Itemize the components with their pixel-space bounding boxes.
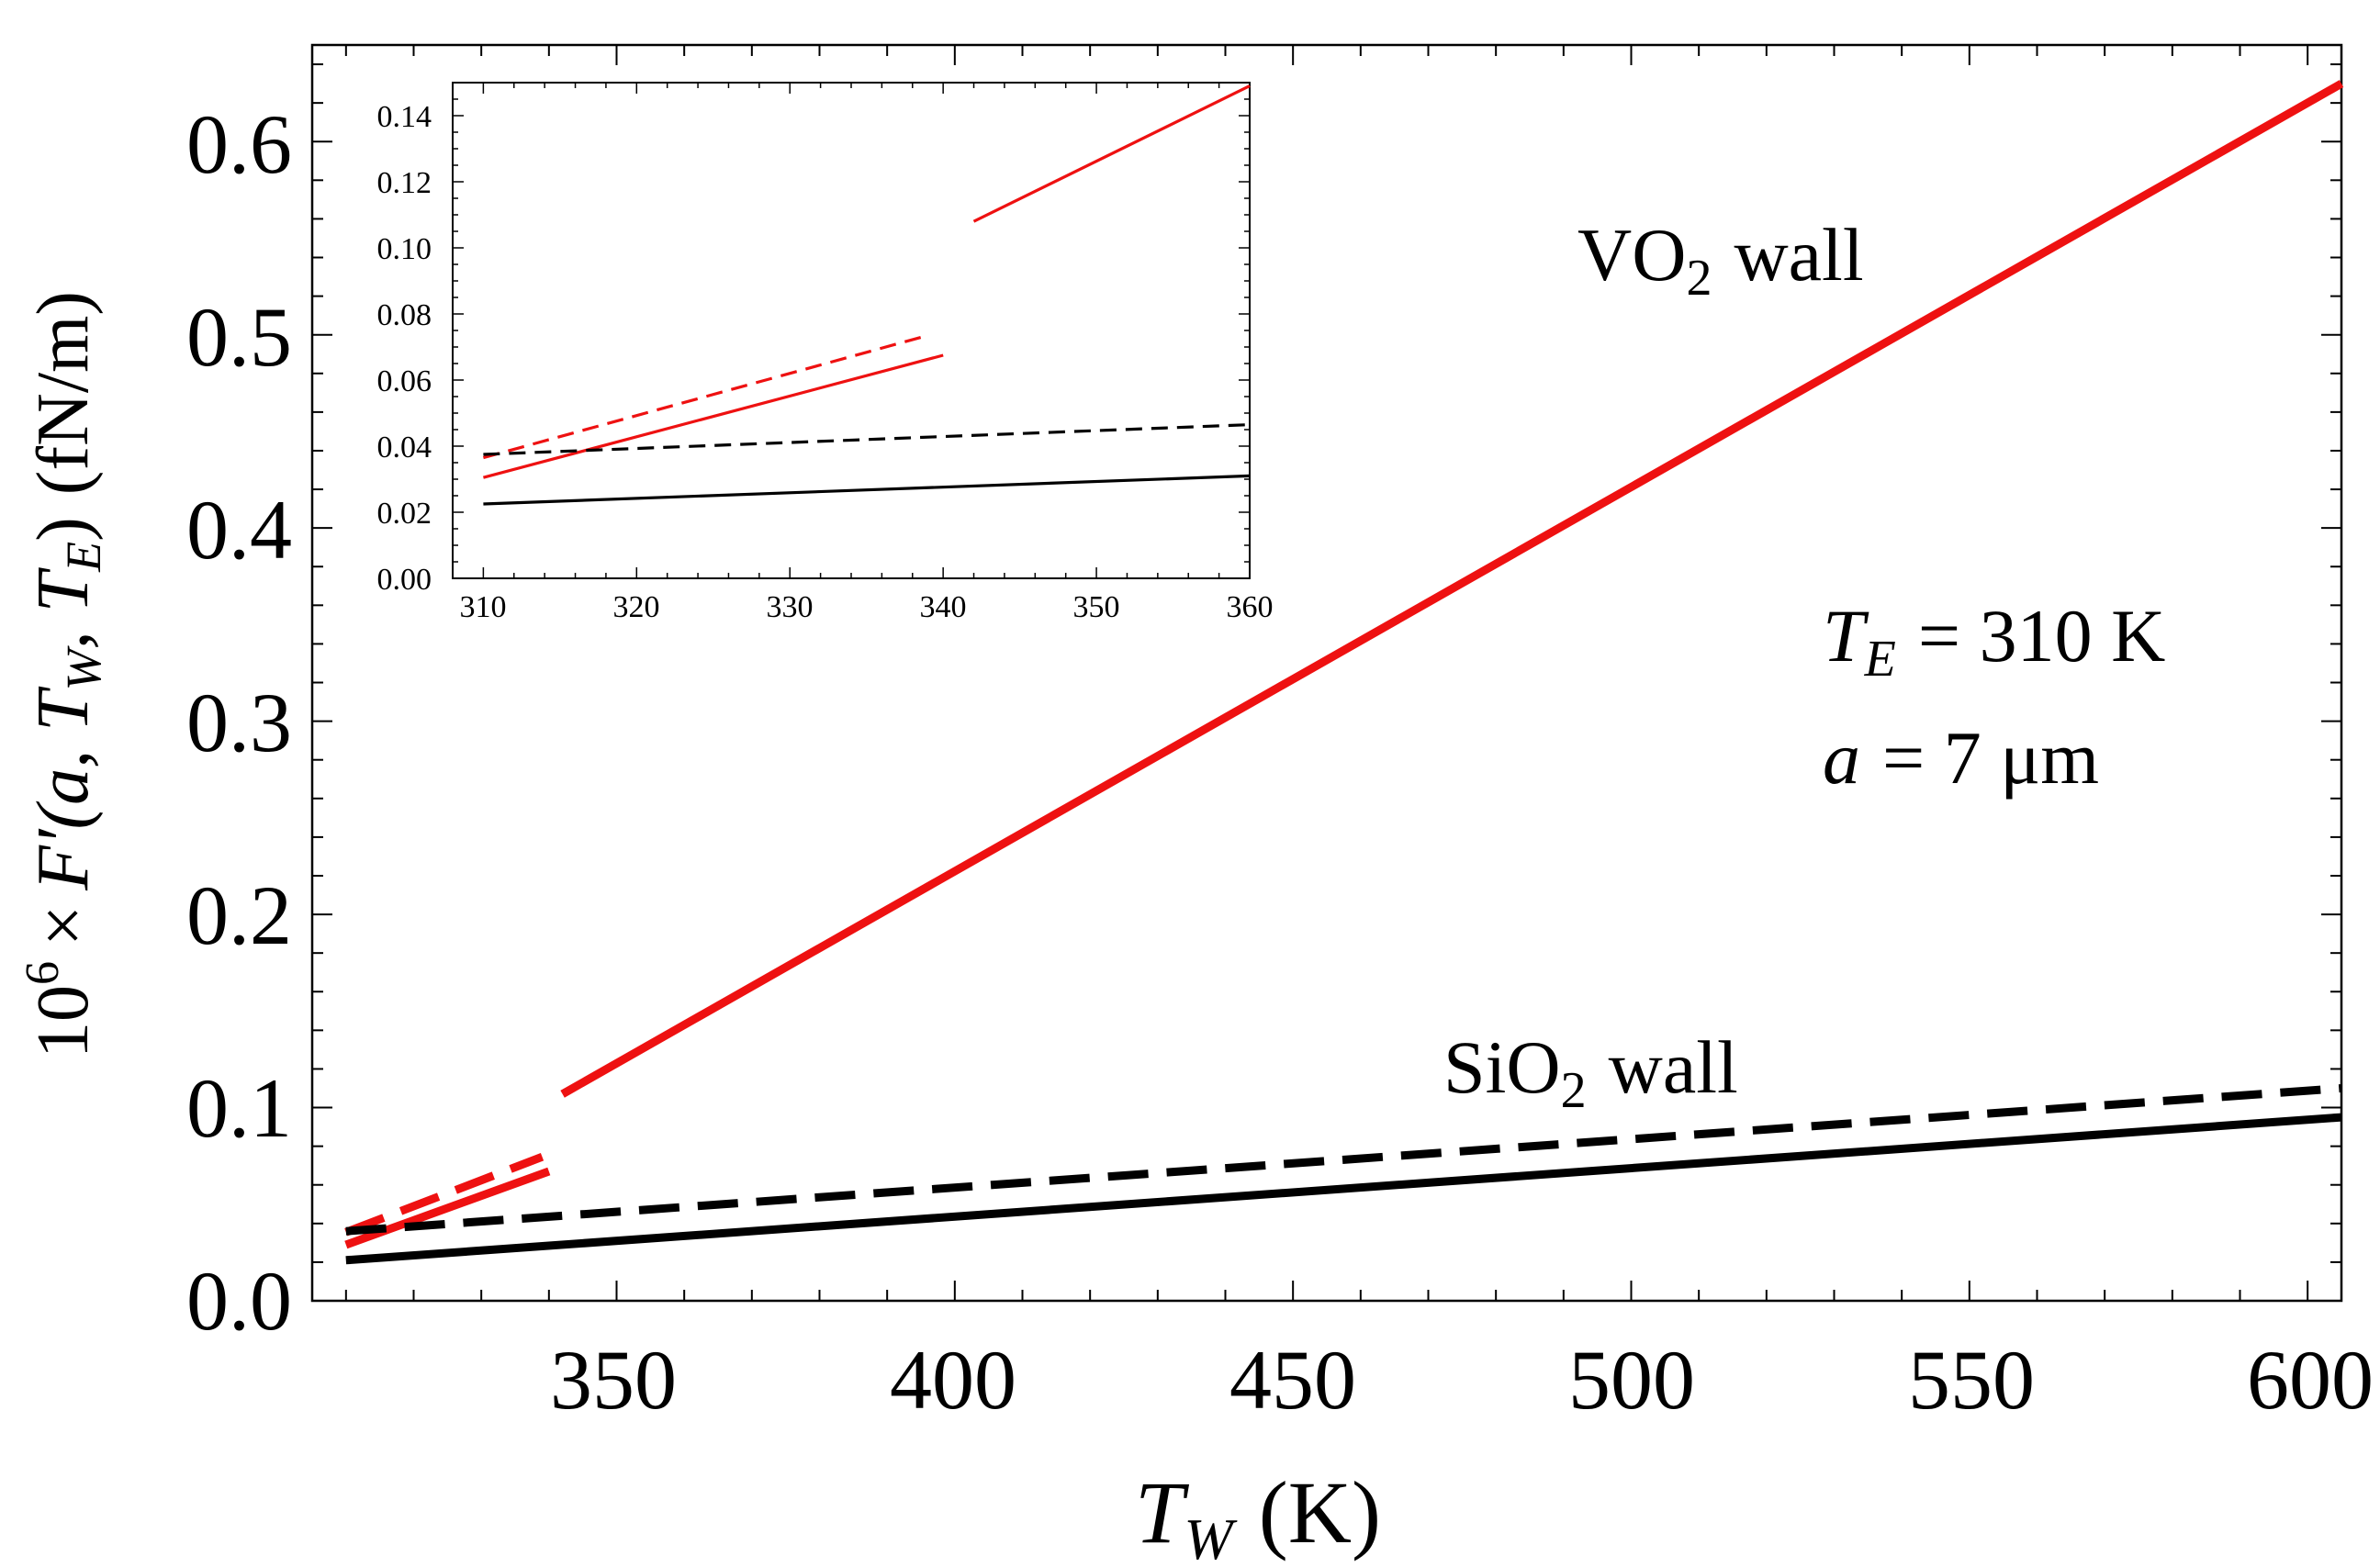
annotation-sio2-wall: SiO2 wall: [1443, 1025, 1738, 1119]
main-series: [344, 80, 2344, 1265]
annotation-te: TE = 310 K: [1823, 594, 2165, 688]
x-axis-label-var: T: [1135, 1463, 1190, 1561]
inset-x-tick-label: 350: [1073, 590, 1120, 624]
annotation-a: a = 7 μm: [1823, 716, 2099, 800]
y-axis-label: 106 × F′(a, TW, TE) (fN/m): [17, 291, 111, 1058]
y-tick-label: 0.3: [186, 676, 292, 769]
main-plot-frame: [310, 43, 2343, 1303]
y-axis-label-args-close: ): [23, 517, 104, 542]
inset-x-tick-label: 340: [920, 590, 967, 624]
x-axis-label-sub: W: [1184, 1506, 1238, 1567]
annotation-vo2-sub: 2: [1686, 250, 1712, 307]
x-tick-label: 400: [890, 1333, 1016, 1427]
main-ticks: [312, 45, 2341, 1302]
annotation-te-sub: E: [1864, 631, 1896, 688]
inset-ticks: [453, 82, 1251, 579]
y-tick-label: 0.4: [186, 483, 292, 576]
main-series-line: [344, 1167, 551, 1249]
y-tick-label: 0.6: [186, 97, 292, 191]
main-series-line: [560, 80, 2344, 1098]
inset-y-tick-label: 0.00: [377, 563, 432, 597]
inset-x-tick-label: 360: [1227, 590, 1274, 624]
annotation-te-var: T: [1823, 594, 1869, 677]
annotation-a-rest: = 7 μm: [1882, 716, 2099, 800]
annotation-vo2-post: wall: [1734, 213, 1863, 297]
y-tick-label: 0.1: [186, 1061, 292, 1155]
inset-plot-frame: [452, 82, 1251, 579]
y-tick-label: 0.0: [186, 1254, 292, 1348]
x-tick-label: 600: [2247, 1333, 2374, 1427]
inset-y-tick-label: 0.12: [377, 166, 432, 200]
inset-y-tick-label: 0.14: [377, 100, 432, 134]
inset-y-tick-label: 0.10: [377, 232, 432, 266]
inset-x-tick-label: 310: [460, 590, 507, 624]
y-axis-label-sub1: W: [56, 644, 111, 690]
main-series-line: [345, 1113, 2342, 1265]
inset-series-line: [482, 353, 944, 479]
y-tick-label: 0.5: [186, 290, 292, 384]
annotation-sio2-pre: SiO: [1443, 1025, 1561, 1109]
y-axis-label-args-open: (a, T: [23, 686, 104, 830]
y-axis-label-prefix: 10: [23, 985, 104, 1058]
inset-y-tick-label: 0.06: [377, 364, 432, 398]
x-tick-label: 450: [1229, 1333, 1356, 1427]
x-axis-label: TW (K): [1135, 1463, 1381, 1567]
x-tick-label: 550: [1908, 1333, 2035, 1427]
inset-y-tick-label: 0.02: [377, 497, 432, 531]
y-axis-label-times: ×: [23, 905, 104, 946]
y-axis-label-exp: 6: [17, 961, 69, 985]
main-series-line: [345, 1084, 2342, 1236]
x-tick-label: 500: [1568, 1333, 1695, 1427]
y-axis-label-unit: (fN/m): [23, 291, 104, 495]
main-series-line: [344, 1152, 544, 1237]
y-axis-label-sub2: E: [56, 542, 111, 573]
annotation-sio2-sub: 2: [1561, 1062, 1587, 1119]
inset-series: [482, 84, 1251, 506]
annotation-te-rest: = 310 K: [1918, 594, 2165, 677]
inset-x-tick-label: 330: [767, 590, 814, 624]
y-axis-label-mid: , T: [23, 566, 104, 649]
x-tick-label: 350: [550, 1333, 677, 1427]
annotation-sio2-post: wall: [1609, 1025, 1738, 1109]
annotation-vo2-wall: VO2 wall: [1577, 213, 1864, 307]
inset-series-line: [972, 84, 1251, 223]
x-axis-label-unit: (K): [1259, 1463, 1381, 1561]
inset-y-tick-label: 0.04: [377, 431, 432, 465]
inset-x-tick-label: 320: [613, 590, 660, 624]
annotation-vo2-pre: VO: [1577, 213, 1686, 297]
y-axis-label-func: F′: [23, 828, 104, 891]
annotation-a-var: a: [1823, 716, 1860, 800]
inset-y-tick-label: 0.08: [377, 298, 432, 332]
inset-series-line: [483, 474, 1251, 506]
y-tick-label: 0.2: [186, 868, 292, 962]
